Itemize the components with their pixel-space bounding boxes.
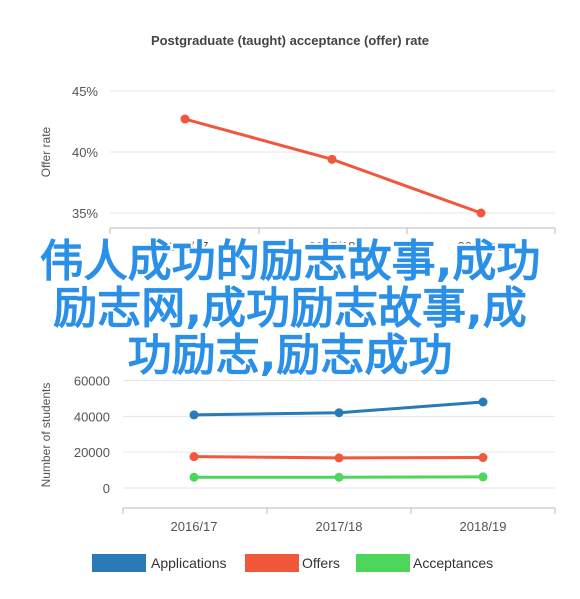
legend-swatch bbox=[92, 554, 146, 572]
data-point bbox=[327, 154, 337, 164]
data-point bbox=[334, 472, 344, 482]
y-tick-label: 40000 bbox=[74, 409, 110, 424]
legend-swatch bbox=[245, 554, 299, 572]
student-numbers-chart: Number of students 0 20000 40000 60000 2016/1… bbox=[39, 374, 556, 572]
overlay-line-1: 伟人成功的励志故事,成功 bbox=[39, 236, 541, 287]
y-axis-label: Number of students bbox=[39, 383, 53, 488]
y-tick-label: 35% bbox=[72, 206, 98, 221]
data-point bbox=[478, 453, 488, 463]
y-tick-label: 60000 bbox=[74, 374, 110, 389]
legend: Applications Offers Acceptances bbox=[92, 554, 493, 572]
offer-rate-chart: Postgraduate (taught) acceptance (offer)… bbox=[39, 33, 556, 254]
legend-label: Acceptances bbox=[413, 555, 493, 571]
data-point bbox=[478, 472, 488, 482]
chart-title: Postgraduate (taught) acceptance (offer)… bbox=[151, 33, 429, 48]
overlay-line-3: 功励志,励志成功 bbox=[127, 330, 453, 381]
y-tick-label: 40% bbox=[72, 145, 98, 160]
series-line bbox=[184, 117, 482, 215]
y-tick-label: 45% bbox=[72, 84, 98, 99]
legend-swatch bbox=[356, 554, 410, 572]
y-axis-label: Offer rate bbox=[39, 126, 53, 177]
data-point bbox=[189, 410, 199, 420]
data-point bbox=[478, 397, 488, 407]
legend-label: Offers bbox=[302, 555, 340, 571]
y-tick-label: 0 bbox=[103, 481, 110, 496]
x-tick-label: 2018/19 bbox=[460, 519, 507, 534]
data-point bbox=[189, 472, 199, 482]
data-point bbox=[476, 208, 486, 218]
legend-label: Applications bbox=[151, 555, 227, 571]
x-tick-label: 2016/17 bbox=[162, 239, 209, 254]
data-point bbox=[180, 114, 190, 124]
x-tick-label: 2017/18 bbox=[316, 519, 363, 534]
overlay-line-2: 励志网,成功励志故事,成 bbox=[53, 283, 527, 334]
x-tick-label: 2017/18 bbox=[309, 239, 356, 254]
y-tick-label: 20000 bbox=[74, 445, 110, 460]
x-tick-label: 2016/17 bbox=[171, 519, 218, 534]
x-tick-label: 2018/19 bbox=[458, 239, 505, 254]
data-point bbox=[334, 408, 344, 418]
data-point bbox=[334, 453, 344, 463]
data-point bbox=[189, 452, 199, 462]
